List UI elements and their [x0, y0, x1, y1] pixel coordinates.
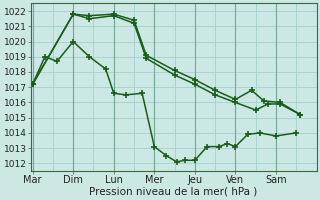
X-axis label: Pression niveau de la mer( hPa ): Pression niveau de la mer( hPa ): [90, 187, 258, 197]
